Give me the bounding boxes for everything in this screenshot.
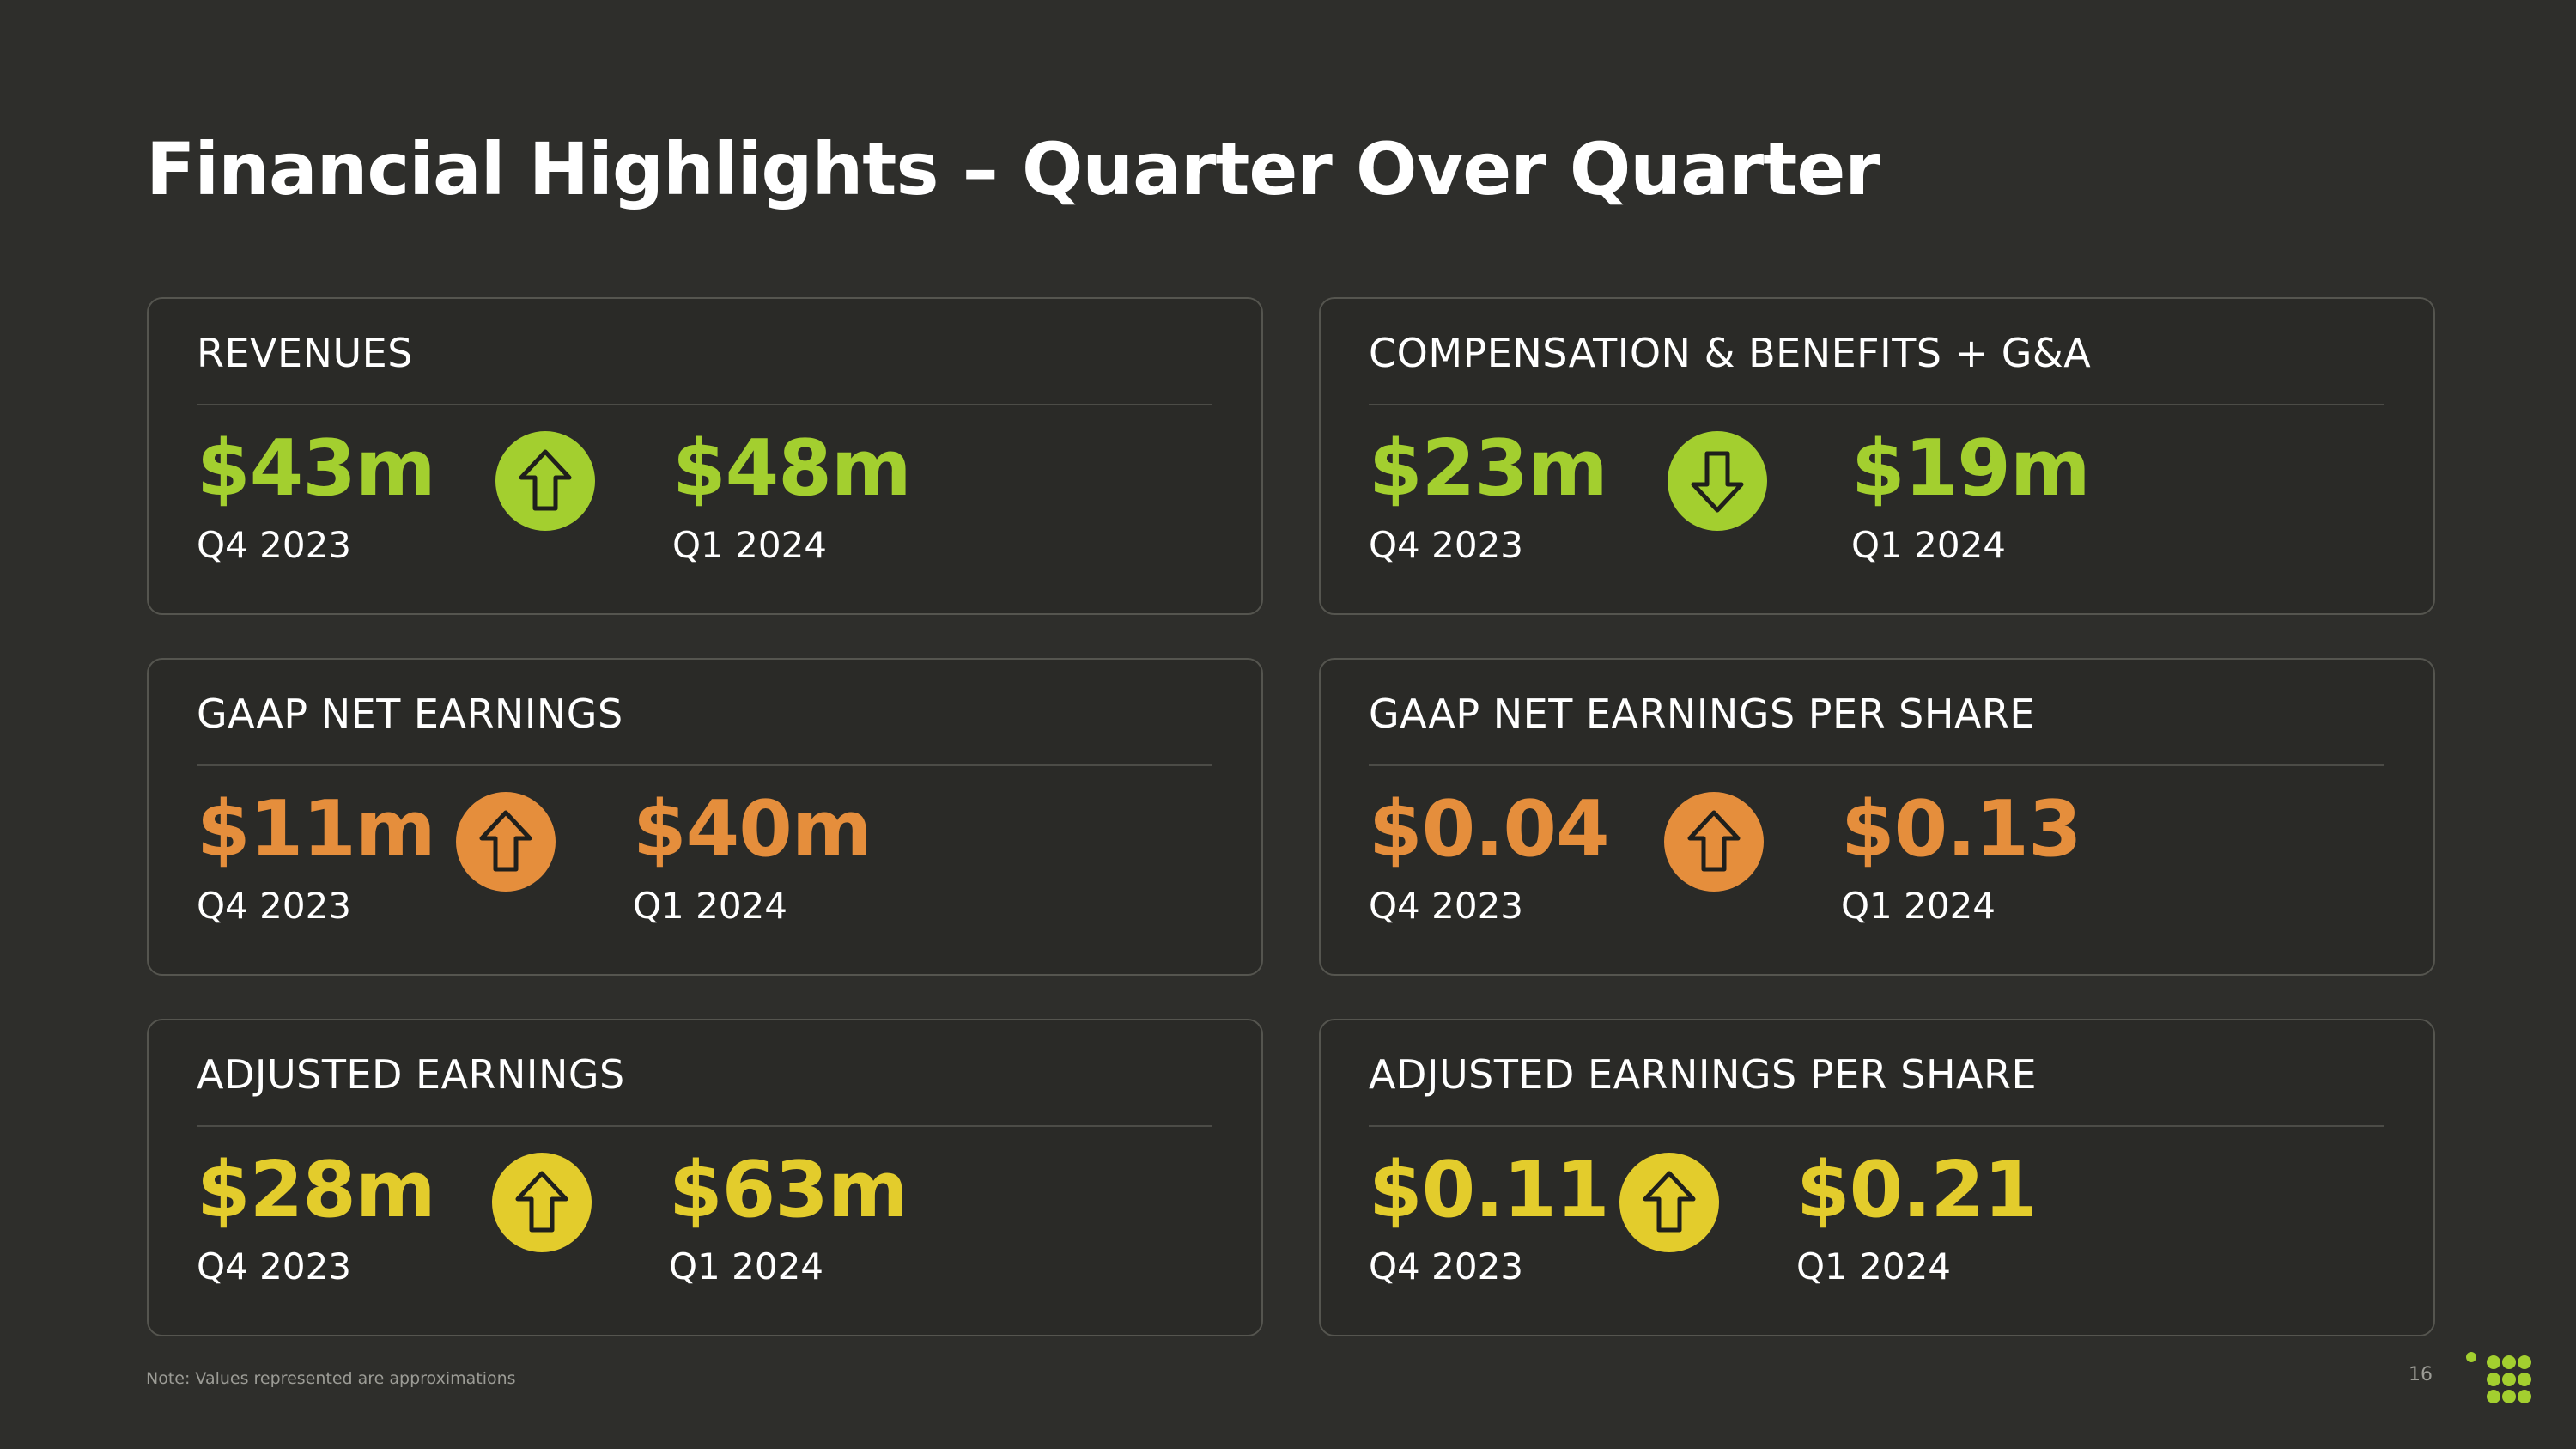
arrow-up-icon	[1664, 792, 1764, 892]
period-q4-2023: Q4 2023	[1369, 1245, 1524, 1288]
period-q4-2023: Q4 2023	[197, 885, 352, 927]
value-q1-2024: $0.13	[1841, 784, 2082, 874]
period-q1-2024: Q1 2024	[1841, 885, 1996, 927]
metric-card-gaap-eps: GAAP NET EARNINGS PER SHARE $0.04 Q4 202…	[1319, 658, 2435, 976]
period-q4-2023: Q4 2023	[197, 524, 352, 566]
value-q4-2023: $0.11	[1369, 1145, 1610, 1235]
divider	[1369, 1125, 2384, 1127]
metric-card-gaap-net-earnings: GAAP NET EARNINGS $11m Q4 2023 $40m Q1 2…	[147, 658, 1263, 976]
card-title: COMPENSATION & BENEFITS + G&A	[1369, 330, 2092, 376]
period-q4-2023: Q4 2023	[1369, 524, 1524, 566]
divider	[197, 404, 1212, 405]
period-q4-2023: Q4 2023	[1369, 885, 1524, 927]
value-q1-2024: $40m	[633, 784, 872, 874]
divider	[1369, 404, 2384, 405]
arrow-up-icon	[1619, 1153, 1719, 1252]
arrow-up-icon	[495, 431, 595, 531]
footnote: Note: Values represented are approximati…	[146, 1369, 516, 1388]
card-title: REVENUES	[197, 330, 413, 376]
arrow-down-icon	[1668, 431, 1767, 531]
metric-card-adjusted-eps: ADJUSTED EARNINGS PER SHARE $0.11 Q4 202…	[1319, 1019, 2435, 1336]
metric-card-compensation: COMPENSATION & BENEFITS + G&A $23m Q4 20…	[1319, 297, 2435, 615]
value-q1-2024: $63m	[669, 1145, 908, 1235]
value-q1-2024: $0.21	[1796, 1145, 2038, 1235]
dot-grid-logo-icon	[2464, 1350, 2533, 1410]
value-q1-2024: $48m	[672, 423, 912, 514]
card-title: ADJUSTED EARNINGS	[197, 1051, 625, 1098]
page-number: 16	[2409, 1364, 2433, 1385]
divider	[197, 764, 1212, 766]
arrow-up-icon	[456, 792, 556, 892]
card-title: GAAP NET EARNINGS PER SHARE	[1369, 691, 2035, 737]
period-q1-2024: Q1 2024	[672, 524, 828, 566]
divider	[197, 1125, 1212, 1127]
value-q4-2023: $23m	[1369, 423, 1608, 514]
divider	[1369, 764, 2384, 766]
value-q4-2023: $11m	[197, 784, 436, 874]
value-q1-2024: $19m	[1851, 423, 2091, 514]
value-q4-2023: $28m	[197, 1145, 436, 1235]
period-q1-2024: Q1 2024	[1796, 1245, 1952, 1288]
card-title: ADJUSTED EARNINGS PER SHARE	[1369, 1051, 2038, 1098]
metric-card-revenues: REVENUES $43m Q4 2023 $48m Q1 2024	[147, 297, 1263, 615]
card-title: GAAP NET EARNINGS	[197, 691, 623, 737]
period-q1-2024: Q1 2024	[633, 885, 788, 927]
value-q4-2023: $0.04	[1369, 784, 1610, 874]
page-title: Financial Highlights – Quarter Over Quar…	[146, 127, 1880, 211]
period-q4-2023: Q4 2023	[197, 1245, 352, 1288]
value-q4-2023: $43m	[197, 423, 436, 514]
arrow-up-icon	[492, 1153, 592, 1252]
metric-card-adjusted-earnings: ADJUSTED EARNINGS $28m Q4 2023 $63m Q1 2…	[147, 1019, 1263, 1336]
period-q1-2024: Q1 2024	[1851, 524, 2007, 566]
period-q1-2024: Q1 2024	[669, 1245, 824, 1288]
